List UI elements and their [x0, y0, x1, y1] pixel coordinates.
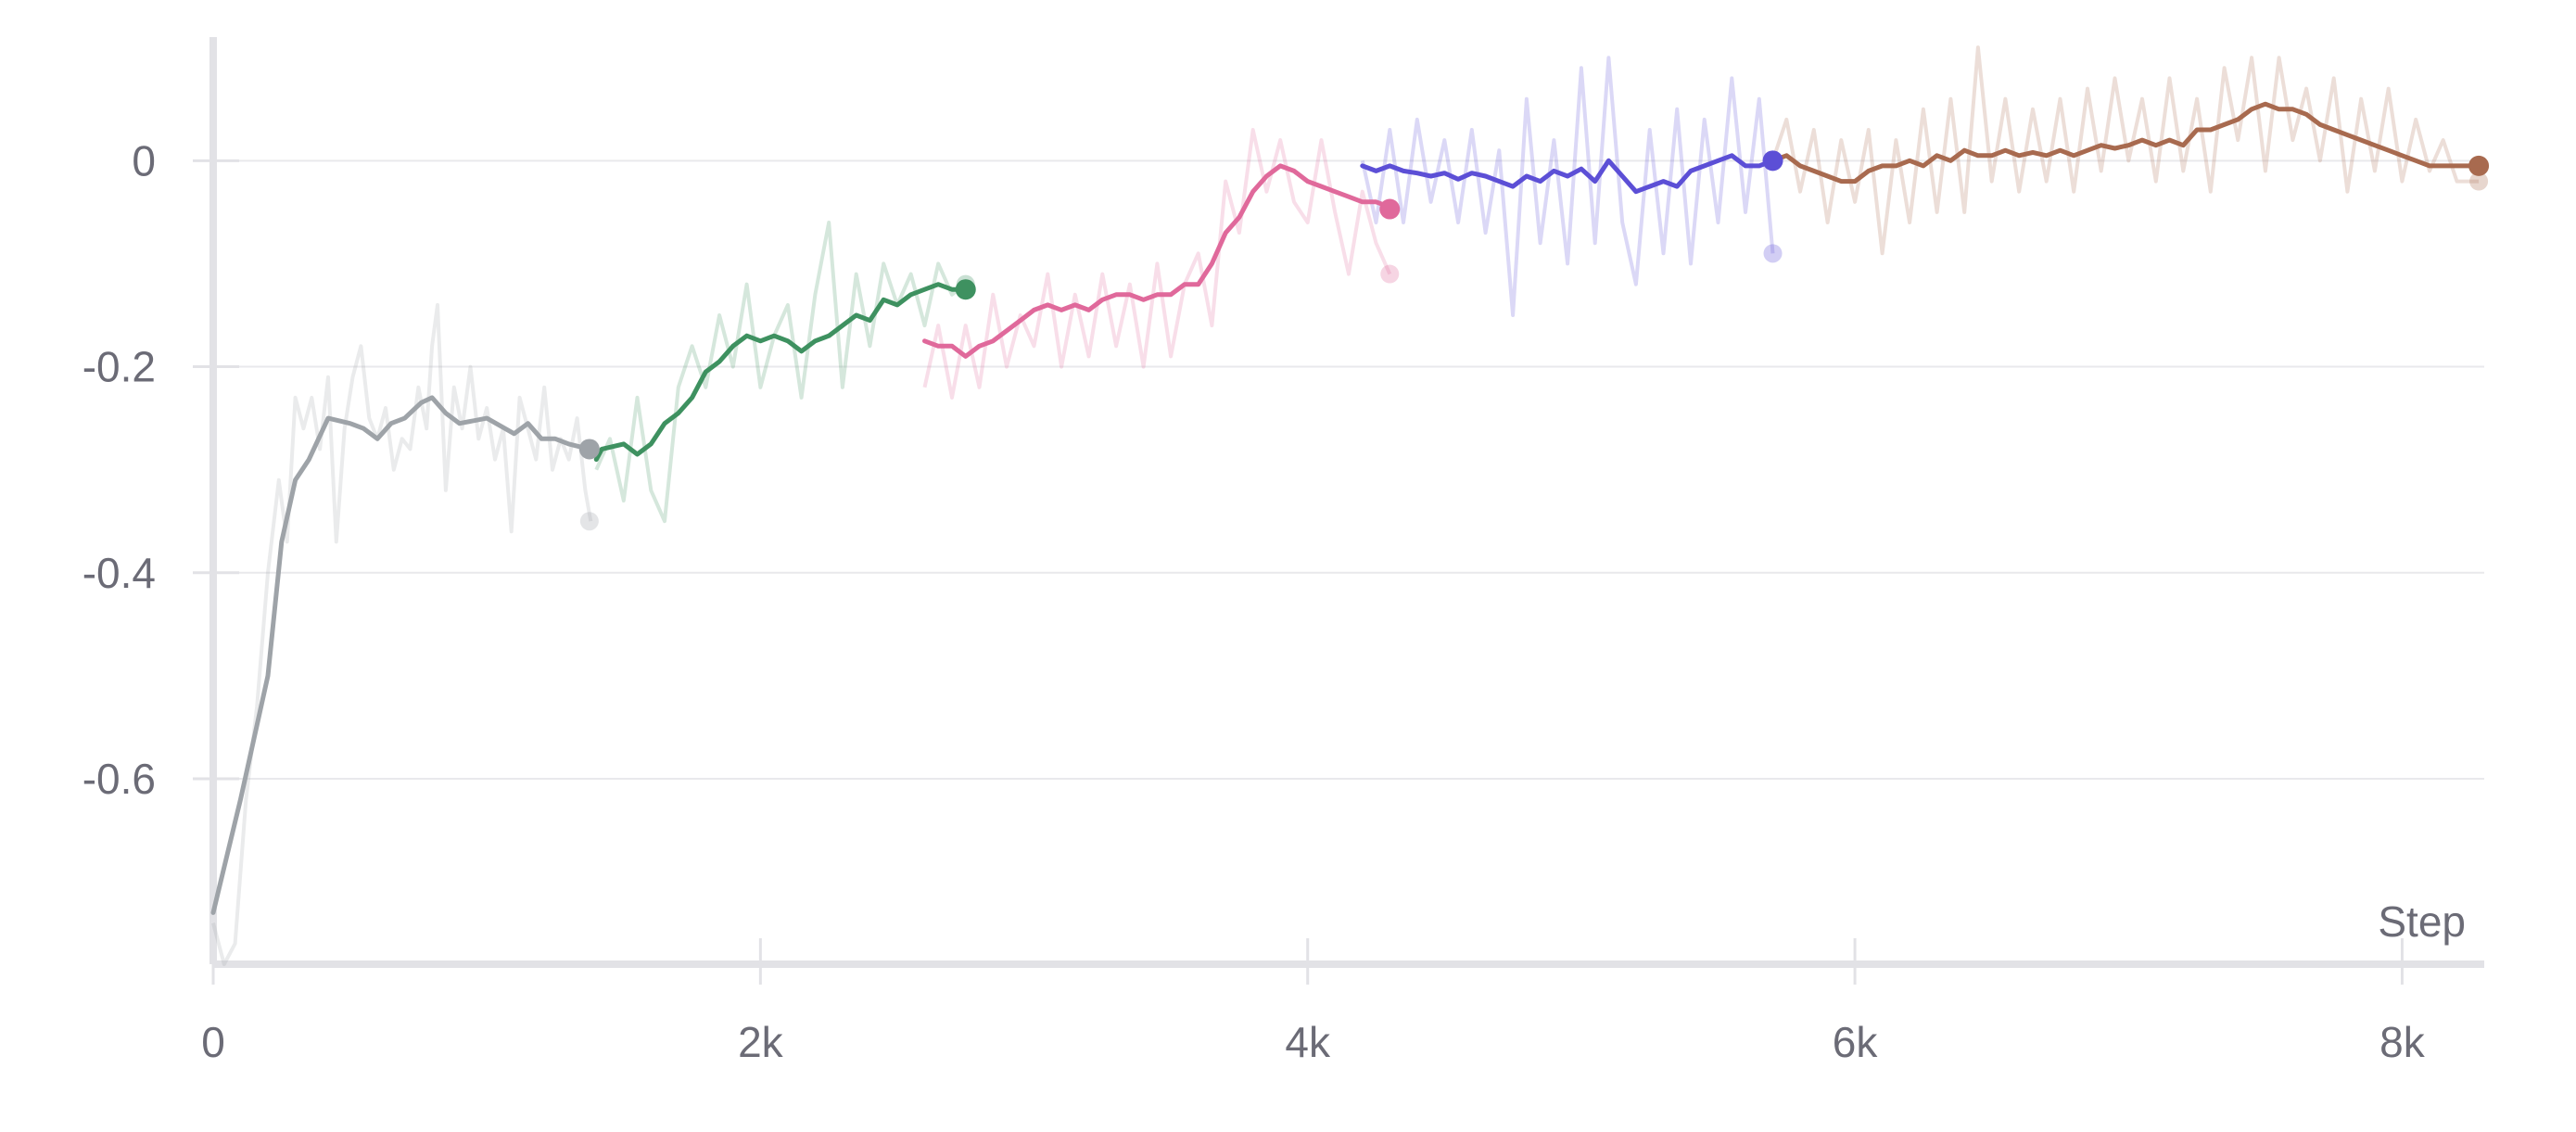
smoothed-series-layer — [210, 101, 2481, 915]
smoothed-endpoint-marker-1 — [578, 439, 600, 460]
y-tick-label: -0.2 — [82, 343, 156, 391]
y-tick-label: -0.6 — [82, 755, 156, 803]
smoothed-endpoint-marker-4 — [1762, 150, 1783, 172]
raw-series-line-5 — [1770, 45, 2480, 256]
x-axis-title: Step — [2378, 897, 2466, 946]
smoothed-series-line-4 — [1360, 153, 1775, 195]
smoothed-endpoint-marker-3 — [1379, 198, 1401, 220]
raw-endpoint-marker-4 — [1763, 244, 1783, 263]
smoothed-series-line-1 — [210, 395, 592, 915]
smoothed-endpoint-marker-2 — [955, 279, 976, 300]
raw-series-layer — [211, 45, 2480, 966]
x-tick-label: 0 — [201, 1018, 225, 1066]
raw-series-line-1 — [211, 302, 593, 966]
x-tick-label: 2k — [738, 1018, 784, 1066]
grid-layer — [213, 159, 2484, 780]
raw-endpoint-marker-3 — [1380, 264, 1400, 284]
x-tick-label: 4k — [1285, 1018, 1331, 1066]
smoothed-series-line-5 — [1770, 101, 2481, 184]
smoothed-series-line-3 — [922, 163, 1392, 359]
smoothed-series-line-2 — [593, 282, 969, 463]
smoothed-endpoint-marker-5 — [2468, 155, 2490, 176]
x-tick-label: 8k — [2379, 1018, 2426, 1066]
raw-series-line-4 — [1360, 56, 1775, 317]
raw-series-line-3 — [922, 128, 1392, 400]
label-layer: Step 0 -0.2 -0.4 -0.6 0 2k 4k 6k 8k — [82, 136, 2466, 1066]
raw-endpoint-marker-5 — [2469, 172, 2489, 191]
x-tick-label: 6k — [1833, 1018, 1879, 1066]
y-tick-label: -0.4 — [82, 549, 156, 597]
endpoint-marker-layer — [578, 150, 2490, 531]
raw-endpoint-marker-1 — [579, 512, 599, 531]
axis-layer — [193, 37, 2484, 985]
raw-series-line-2 — [594, 221, 967, 524]
y-tick-label: 0 — [132, 136, 156, 184]
